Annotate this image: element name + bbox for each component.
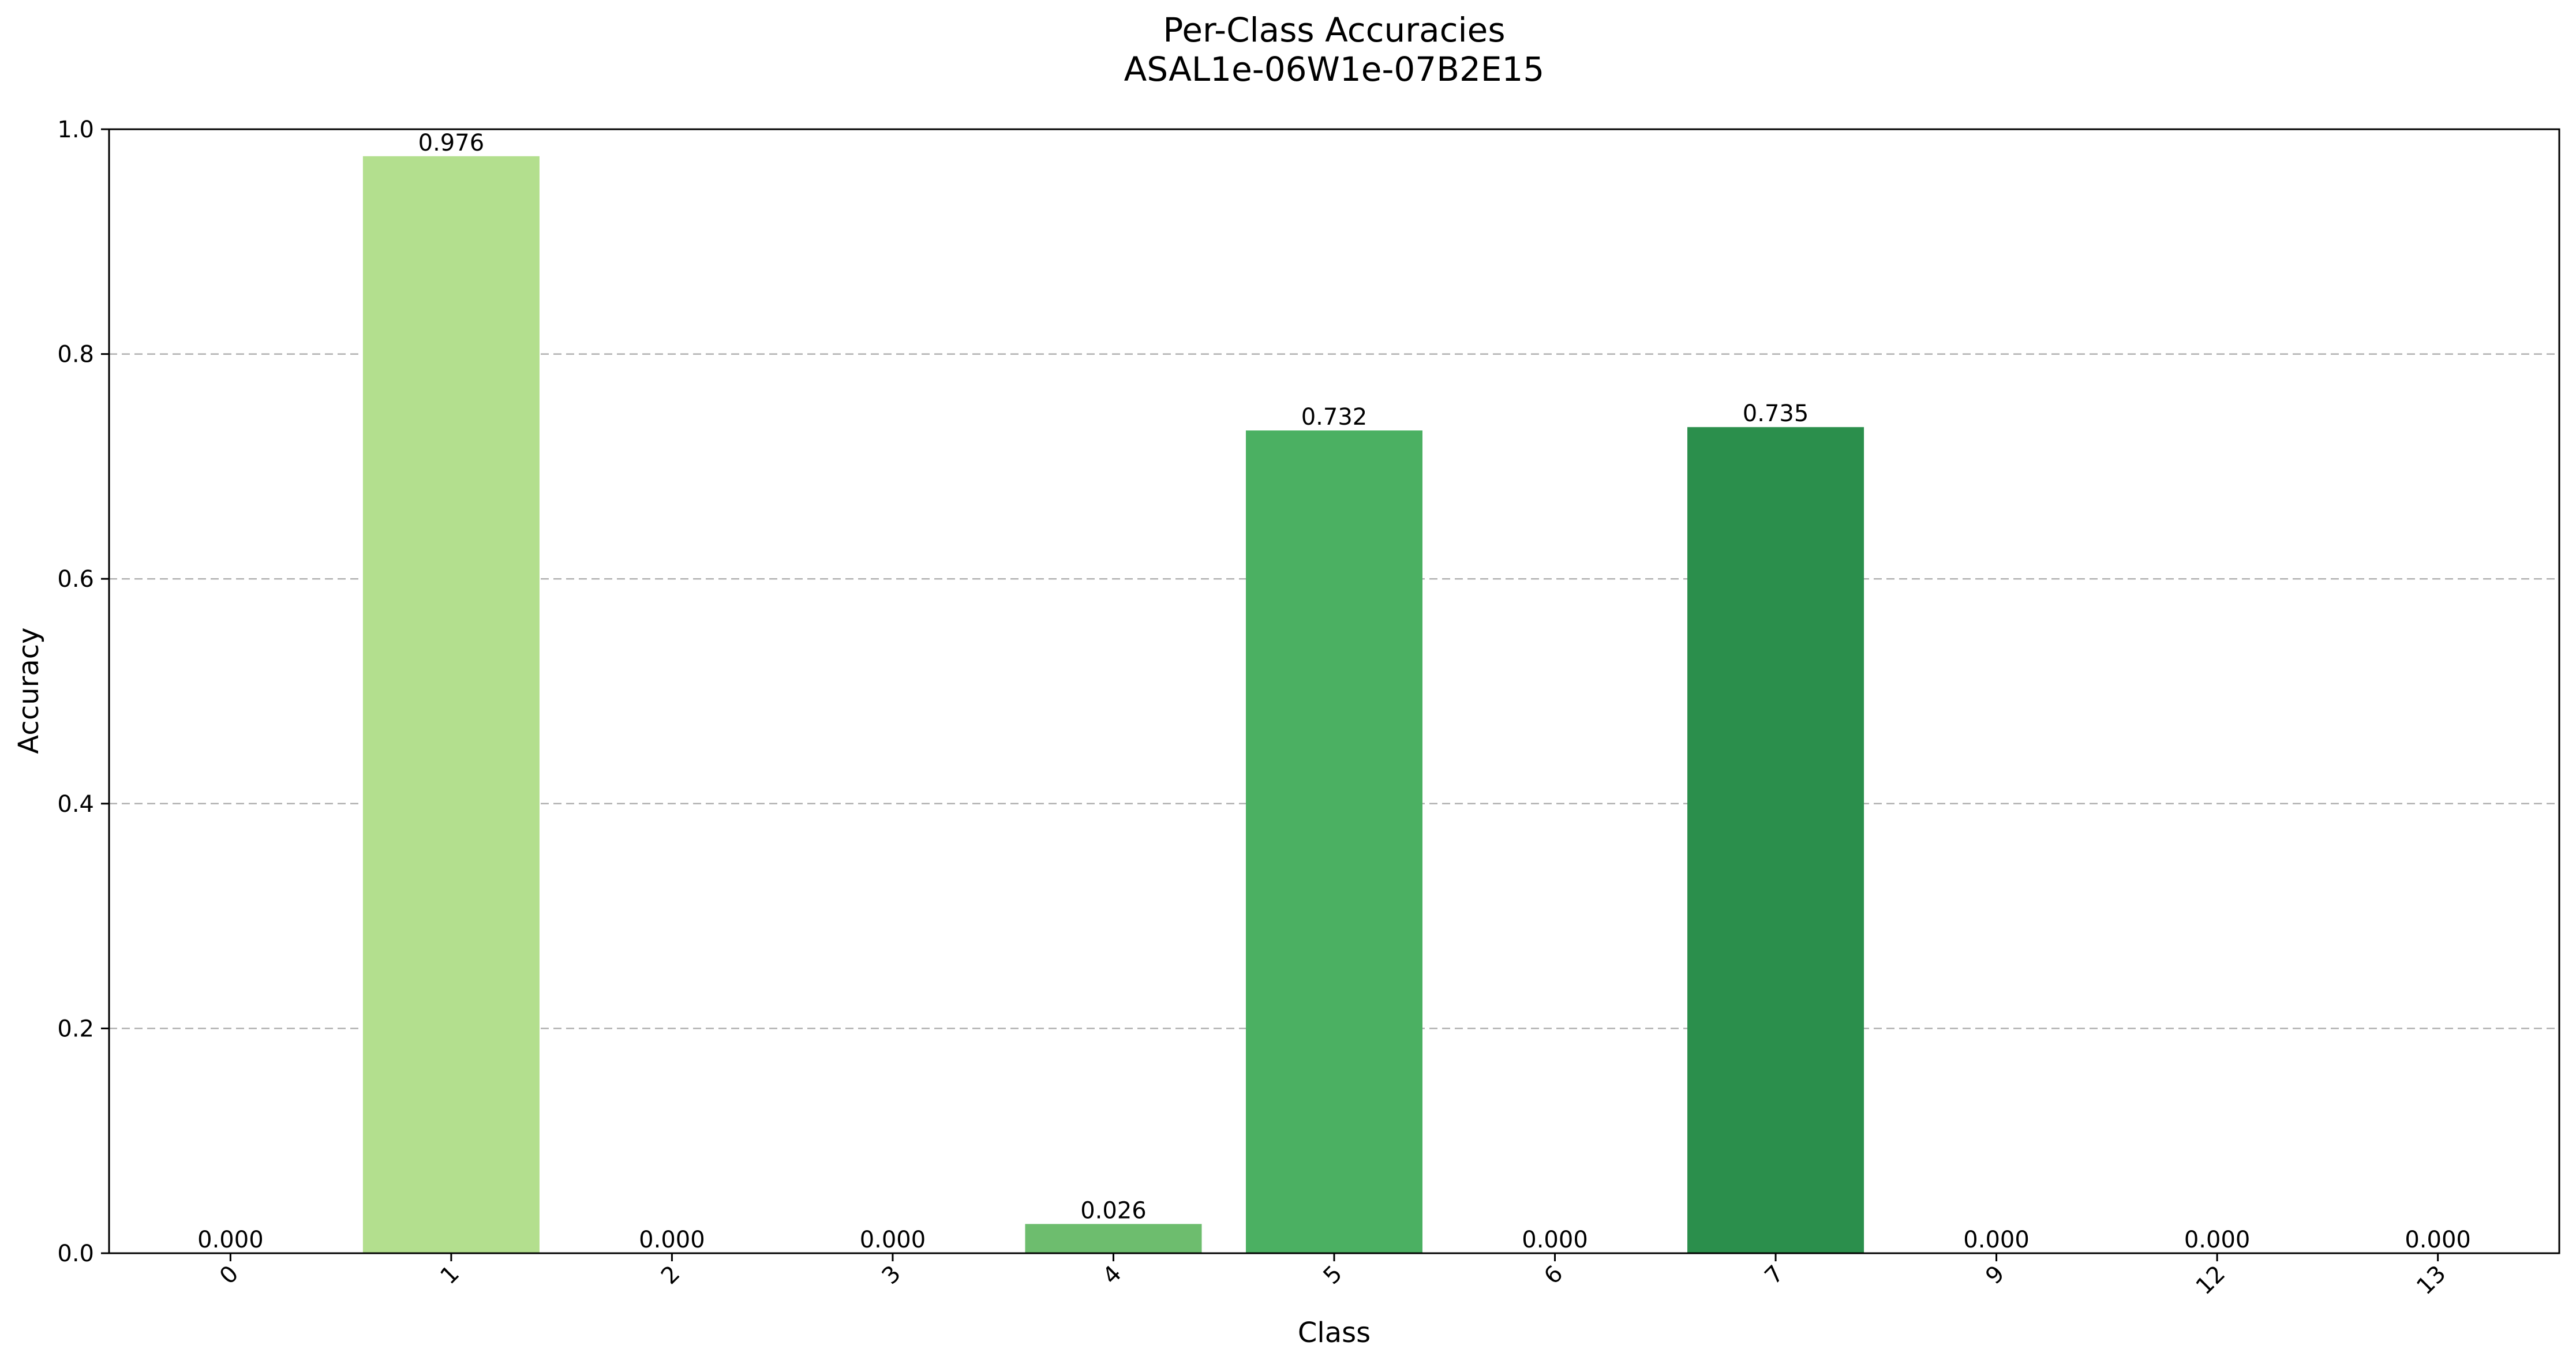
bars: [362, 156, 1864, 1254]
value-label-class-5: 0.732: [1301, 404, 1368, 430]
chart-subtitle: ASAL1e-06W1e-07B2E15: [1124, 50, 1545, 89]
bar-class-1: [362, 156, 540, 1254]
value-label-class-2: 0.000: [639, 1227, 705, 1253]
y-tick-label: 0.6: [57, 566, 94, 593]
value-label-class-13: 0.000: [2405, 1227, 2471, 1253]
x-axis-label: Class: [1298, 1317, 1371, 1349]
bar-class-7: [1687, 427, 1864, 1253]
value-label-class-3: 0.000: [860, 1227, 926, 1253]
value-label-class-1: 0.976: [418, 130, 485, 156]
y-tick-label: 0.8: [57, 342, 94, 368]
bar-class-4: [1025, 1224, 1202, 1253]
value-label-class-7: 0.735: [1743, 400, 1809, 427]
value-label-class-4: 0.026: [1080, 1197, 1147, 1224]
y-axis-ticks: 0.0 0.2 0.4 0.6 0.8 1.0: [57, 117, 109, 1267]
chart-title: Per-Class Accuracies: [1163, 10, 1505, 50]
bar-class-5: [1245, 430, 1423, 1254]
y-axis-label: Accuracy: [13, 627, 45, 754]
y-tick-label: 0.4: [57, 791, 94, 818]
value-label-class-9: 0.000: [1963, 1227, 2030, 1253]
y-tick-label: 0.0: [57, 1241, 94, 1267]
y-tick-label: 1.0: [57, 117, 94, 143]
value-labels: 0.000 0.976 0.000 0.000 0.026 0.732 0.000 0.735…: [197, 130, 2471, 1253]
value-label-class-6: 0.000: [1522, 1227, 1588, 1253]
y-tick-label: 0.2: [57, 1015, 94, 1042]
value-label-class-12: 0.000: [2184, 1227, 2251, 1253]
value-label-class-0: 0.000: [197, 1227, 264, 1253]
